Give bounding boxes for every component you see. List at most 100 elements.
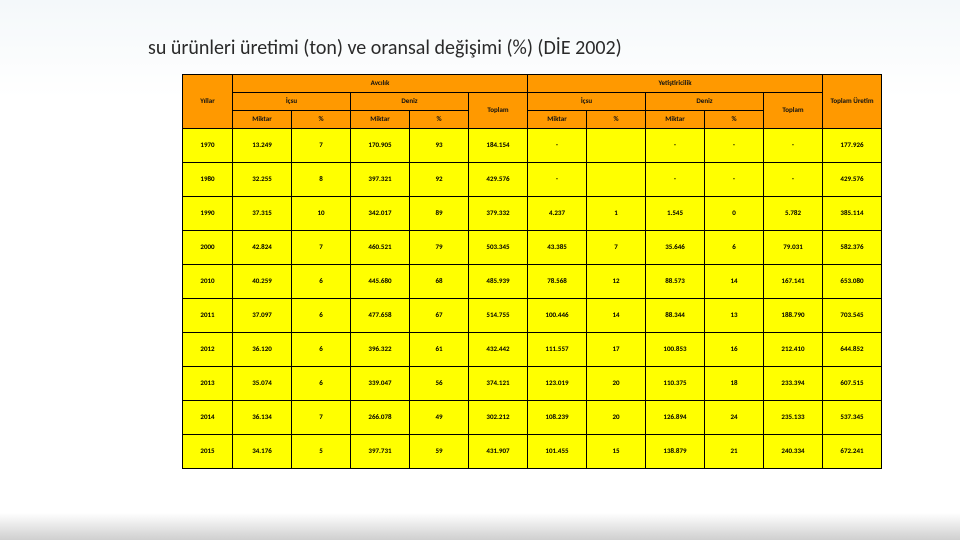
table-cell: 43.385 [528,231,587,265]
table-cell: 15 [587,435,646,469]
table-cell: 93 [410,129,469,163]
hdr-avcilik: Avcılık [233,75,528,93]
table-cell: 167.141 [764,265,823,299]
table-cell: 7 [292,129,351,163]
table-cell: 123.019 [528,367,587,401]
table-cell: 302.212 [469,401,528,435]
table-cell: 342.017 [351,197,410,231]
table-cell: 14 [705,265,764,299]
table-cell: 485.939 [469,265,528,299]
table-cell: 7 [292,231,351,265]
hdr-percent: % [587,111,646,129]
hdr-toplam-uretim: Toplam Üretim [823,75,882,129]
table-cell: - [528,163,587,197]
table-cell: 49 [410,401,469,435]
table-cell: 1970 [183,129,233,163]
table-cell: 88.344 [646,299,705,333]
hdr-yillar: Yıllar [183,75,233,129]
table-cell: 138.879 [646,435,705,469]
table-cell: 235.133 [764,401,823,435]
table-cell: 7 [292,401,351,435]
table-cell: 20 [587,367,646,401]
table-cell: 170.905 [351,129,410,163]
table-cell: 2013 [183,367,233,401]
table-cell: 188.790 [764,299,823,333]
table-cell: 233.394 [764,367,823,401]
table-cell: 42.824 [233,231,292,265]
production-table: Yıllar Avcılık Yetiştiricilik Toplam Üre… [182,74,882,469]
table-cell: 8 [292,163,351,197]
table-cell: 1980 [183,163,233,197]
slide: su ürünleri üretimi (ton) ve oransal değ… [0,0,960,540]
hdr-percent: % [410,111,469,129]
table-cell: 56 [410,367,469,401]
hdr-yetistiricilik: Yetiştiricilik [528,75,823,93]
table-cell: 396.322 [351,333,410,367]
table-cell: 672.241 [823,435,882,469]
table-row: 199037.31510342.01789379.3324.23711.5450… [183,197,882,231]
table-cell: 34.176 [233,435,292,469]
table-cell: 374.121 [469,367,528,401]
table-cell: 385.114 [823,197,882,231]
table-cell: 2012 [183,333,233,367]
table-cell: 2000 [183,231,233,265]
table-container: Yıllar Avcılık Yetiştiricilik Toplam Üre… [182,74,882,469]
table-cell: - [764,129,823,163]
table-cell: 2014 [183,401,233,435]
table-cell: 110.375 [646,367,705,401]
table-cell: 36.120 [233,333,292,367]
table-cell: 18 [705,367,764,401]
hdr-percent: % [292,111,351,129]
table-cell: 12 [587,265,646,299]
hdr-ye-toplam: Toplam [764,93,823,129]
table-cell: 2011 [183,299,233,333]
table-body: 197013.2497170.90593184.154----177.92619… [183,129,882,469]
table-cell: 503.345 [469,231,528,265]
table-cell: 1990 [183,197,233,231]
table-cell: 36.134 [233,401,292,435]
table-cell: 100.446 [528,299,587,333]
table-cell: 13 [705,299,764,333]
table-cell: 703.545 [823,299,882,333]
table-cell: 5.782 [764,197,823,231]
table-cell: 6 [292,367,351,401]
table-cell: 177.926 [823,129,882,163]
table-header: Yıllar Avcılık Yetiştiricilik Toplam Üre… [183,75,882,129]
hdr-miktar: Miktar [528,111,587,129]
table-cell: 79 [410,231,469,265]
table-cell: 101.455 [528,435,587,469]
table-row: 201236.1206396.32261432.442111.55717100.… [183,333,882,367]
table-cell: 35.646 [646,231,705,265]
table-cell: 644.852 [823,333,882,367]
table-cell: 68 [410,265,469,299]
table-cell: 32.255 [233,163,292,197]
table-cell: 6 [292,265,351,299]
table-cell: 111.557 [528,333,587,367]
table-cell: 10 [292,197,351,231]
table-row: 201436.1347266.07849302.212108.23920126.… [183,401,882,435]
table-cell: - [646,129,705,163]
table-cell: 460.521 [351,231,410,265]
table-cell: 431.907 [469,435,528,469]
slide-title: su ürünleri üretimi (ton) ve oransal değ… [148,36,942,60]
table-cell: 88.573 [646,265,705,299]
hdr-ye-icsu: İçsu [528,93,646,111]
table-cell: 184.154 [469,129,528,163]
table-cell: 126.894 [646,401,705,435]
table-row: 198032.2558397.32192429.576----429.576 [183,163,882,197]
table-cell [587,163,646,197]
table-cell: 17 [587,333,646,367]
table-cell: 37.097 [233,299,292,333]
table-cell: 40.259 [233,265,292,299]
table-cell: - [705,129,764,163]
table-cell: 4.237 [528,197,587,231]
hdr-miktar: Miktar [351,111,410,129]
table-cell: 79.031 [764,231,823,265]
table-cell: 2015 [183,435,233,469]
table-cell: 607.515 [823,367,882,401]
table-cell: 477.658 [351,299,410,333]
table-cell: 78.568 [528,265,587,299]
table-row: 197013.2497170.90593184.154----177.926 [183,129,882,163]
table-cell: 339.047 [351,367,410,401]
table-cell: 20 [587,401,646,435]
